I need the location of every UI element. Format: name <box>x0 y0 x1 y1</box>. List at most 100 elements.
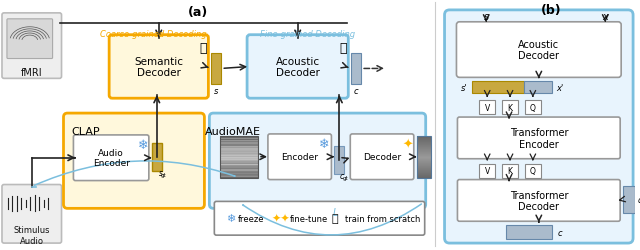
Bar <box>220 139 258 140</box>
Bar <box>479 164 495 178</box>
Bar <box>220 153 258 154</box>
Text: s: s <box>214 86 218 96</box>
Bar <box>506 225 552 239</box>
Bar <box>220 163 258 164</box>
Bar <box>417 141 431 142</box>
Bar <box>417 136 431 137</box>
Text: ✦✦: ✦✦ <box>272 214 291 224</box>
Bar <box>417 153 431 154</box>
Bar <box>220 138 258 139</box>
Bar <box>417 156 431 157</box>
Text: K: K <box>508 166 513 175</box>
Text: freeze: freeze <box>238 214 265 223</box>
Bar <box>417 173 431 174</box>
Text: Transformer
Encoder: Transformer Encoder <box>509 128 568 149</box>
Bar <box>417 146 431 147</box>
Bar <box>220 162 258 163</box>
Text: ❄: ❄ <box>138 139 148 152</box>
Text: (b): (b) <box>540 4 561 17</box>
Text: train from scratch: train from scratch <box>346 214 420 223</box>
Bar <box>220 157 258 158</box>
Text: s: s <box>484 12 489 22</box>
FancyBboxPatch shape <box>7 20 52 59</box>
Text: c: c <box>557 228 562 237</box>
Bar <box>220 158 258 159</box>
Text: c: c <box>354 86 358 96</box>
Bar <box>623 186 635 214</box>
Bar <box>472 82 524 94</box>
Text: q: q <box>637 195 640 204</box>
Text: AudioMAE: AudioMAE <box>205 126 261 136</box>
Text: s': s' <box>461 84 468 92</box>
FancyBboxPatch shape <box>109 36 209 99</box>
Bar <box>417 149 431 150</box>
Bar <box>220 173 258 174</box>
Bar <box>220 168 258 169</box>
Bar <box>220 141 258 142</box>
Bar <box>417 152 431 153</box>
Bar <box>417 174 431 175</box>
FancyBboxPatch shape <box>458 180 620 221</box>
Bar <box>417 151 431 152</box>
FancyBboxPatch shape <box>268 134 332 180</box>
Text: Q: Q <box>530 103 536 112</box>
Bar <box>417 164 431 165</box>
Bar <box>220 136 258 178</box>
FancyArrowPatch shape <box>243 204 421 235</box>
FancyBboxPatch shape <box>458 118 620 159</box>
Bar <box>220 161 258 162</box>
Text: ❄: ❄ <box>227 214 236 224</box>
Bar <box>417 150 431 151</box>
Bar <box>417 144 431 145</box>
Bar <box>220 167 258 168</box>
Text: s: s <box>159 168 163 177</box>
Bar <box>525 164 541 178</box>
Bar <box>417 158 431 159</box>
Bar <box>417 160 431 161</box>
Bar <box>417 142 431 143</box>
Bar <box>417 166 431 167</box>
Bar <box>152 143 162 171</box>
Text: V: V <box>484 166 490 175</box>
Bar <box>220 170 258 171</box>
Bar <box>220 144 258 145</box>
Bar <box>417 147 431 148</box>
Text: Transformer
Decoder: Transformer Decoder <box>509 190 568 211</box>
Bar <box>220 175 258 176</box>
Bar <box>417 175 431 176</box>
Bar <box>417 138 431 139</box>
Bar <box>220 146 258 147</box>
Bar <box>351 53 361 85</box>
FancyBboxPatch shape <box>247 36 348 99</box>
Bar <box>417 145 431 146</box>
Text: ❄: ❄ <box>319 138 330 151</box>
Text: gt: gt <box>161 172 166 178</box>
Text: K: K <box>508 103 513 112</box>
Bar <box>220 147 258 148</box>
FancyBboxPatch shape <box>350 134 414 180</box>
Bar <box>220 164 258 165</box>
Bar <box>211 53 221 85</box>
Bar <box>220 148 258 149</box>
FancyBboxPatch shape <box>63 114 204 208</box>
Bar <box>220 140 258 141</box>
FancyBboxPatch shape <box>209 114 426 208</box>
Text: 🔥: 🔥 <box>332 214 338 224</box>
Bar <box>417 154 431 155</box>
Bar <box>417 163 431 164</box>
Bar <box>417 172 431 173</box>
Bar <box>220 137 258 138</box>
FancyBboxPatch shape <box>445 11 633 243</box>
Bar <box>220 177 258 178</box>
Bar <box>220 159 258 160</box>
Text: x': x' <box>556 84 563 92</box>
Text: gt: gt <box>342 176 348 180</box>
Bar <box>417 139 431 140</box>
Text: Q: Q <box>530 166 536 175</box>
Text: ✦: ✦ <box>403 138 413 151</box>
Text: c: c <box>339 172 344 180</box>
Bar <box>220 174 258 175</box>
Bar <box>417 157 431 158</box>
FancyBboxPatch shape <box>2 14 61 79</box>
Bar <box>417 171 431 172</box>
